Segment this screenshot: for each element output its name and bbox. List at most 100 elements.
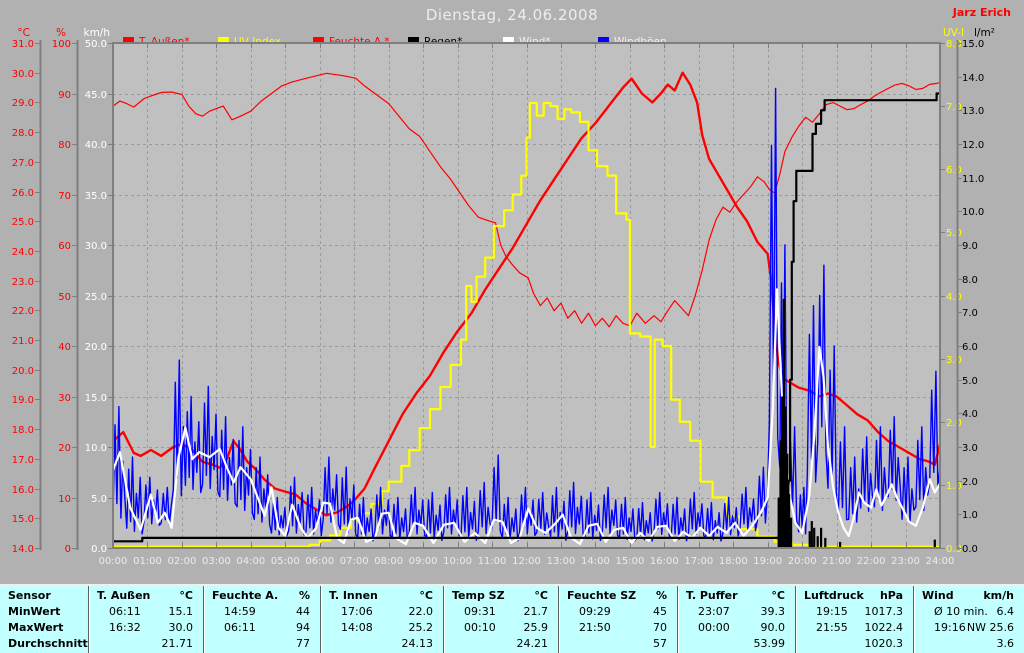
min-time: 09:31 [464, 605, 496, 618]
sensor-unit: hPa [879, 589, 903, 602]
y-tick-label: 50 [58, 292, 71, 303]
series-regen-rate-bar [810, 521, 813, 548]
min-value: 6.4 [996, 605, 1015, 618]
sensor-name: Wind [922, 589, 954, 602]
max-time: 00:00 [698, 621, 730, 634]
x-tick-label: 01:00 [133, 556, 162, 567]
sensor-unit: km/h [983, 589, 1014, 602]
avg-value: 77 [296, 637, 310, 650]
x-tick-label: 04:00 [236, 556, 265, 567]
min-time: 17:06 [341, 605, 373, 618]
y-tick-label: 45.0 [85, 90, 107, 101]
y-tick-label: 20.0 [85, 342, 107, 353]
y-tick-label: 1.0 [962, 510, 978, 521]
x-tick-label: 03:00 [202, 556, 231, 567]
table-row: Ø 10 min. 6.4 [914, 604, 1024, 620]
series-uv-index [113, 101, 940, 548]
series-windboeen [113, 87, 940, 542]
table-row: 21:50 70 [559, 620, 677, 636]
y-tick-label: 80 [58, 140, 71, 151]
axis-unit-temp: °C [17, 27, 30, 39]
table-row: 21:55 1022.4 [796, 620, 913, 636]
min-time: 14:59 [224, 605, 256, 618]
y-tick-label: 29.0 [12, 98, 34, 109]
y-tick-label: 0.0 [91, 544, 107, 555]
table-row: 57 [559, 636, 677, 652]
table-row: 00:10 25.9 [444, 620, 558, 636]
x-tick-label: 16:00 [650, 556, 679, 567]
table-row: 09:31 21.7 [444, 604, 558, 620]
sensor-unit: °C [771, 589, 785, 602]
x-tick-label: 17:00 [684, 556, 713, 567]
y-tick-label: 60 [58, 241, 71, 252]
x-tick-label: 08:00 [374, 556, 403, 567]
table-row: 16:32 30.0 [89, 620, 203, 636]
table-row: T. Innen °C [321, 588, 443, 604]
y-tick-label: 10 [58, 494, 71, 505]
y-tick-label: 19.0 [12, 395, 34, 406]
y-tick-label: 26.0 [12, 188, 34, 199]
sensor-name: Luftdruck [804, 589, 864, 602]
table-row: T. Außen °C [89, 588, 203, 604]
y-tick-label: 20.0 [12, 366, 34, 377]
y-tick-label: 8.0 [946, 39, 962, 50]
min-value: 15.1 [168, 605, 194, 618]
min-value: 45 [653, 605, 667, 618]
max-value: 25.9 [523, 621, 549, 634]
table-row: Sensor [0, 588, 88, 604]
max-time: 19:16 [934, 621, 966, 634]
table-row: 06:11 15.1 [89, 604, 203, 620]
x-tick-label: 19:00 [753, 556, 782, 567]
table-row: Luftdruck hPa [796, 588, 913, 604]
x-tick-label: 21:00 [822, 556, 851, 567]
axis-unit-kmh: km/h [83, 27, 110, 39]
min-value: 21.7 [523, 605, 549, 618]
y-tick-label: 10.0 [962, 207, 984, 218]
max-time: 16:32 [109, 621, 141, 634]
avg-value: 3.6 [996, 637, 1015, 650]
table-row: 23:07 39.3 [678, 604, 795, 620]
max-time: 00:10 [464, 621, 496, 634]
min-time: 23:07 [698, 605, 730, 618]
sensor-name: Feuchte A. [212, 589, 279, 602]
table-section-wind: Wind km/h Ø 10 min. 6.4 19:16 NW 25.6 3.6 [913, 586, 1024, 653]
table-row: 53.99 [678, 636, 795, 652]
y-tick-label: 40 [58, 342, 71, 353]
y-tick-label: 25.0 [85, 292, 107, 303]
x-tick-label: 10:00 [443, 556, 472, 567]
table-section-temp-sz: Temp SZ °C 09:31 21.7 00:10 25.9 24.21 [443, 586, 558, 653]
y-tick-label: 0 [65, 544, 71, 555]
max-time: 21:50 [579, 621, 611, 634]
x-tick-label: 18:00 [719, 556, 748, 567]
x-tick-label: 20:00 [788, 556, 817, 567]
y-tick-label: 4.0 [962, 409, 978, 420]
y-tick-label: 35.0 [85, 191, 107, 202]
series-feuchte-aussen [113, 72, 940, 328]
min-value: 22.0 [408, 605, 434, 618]
y-tick-label: 2.0 [946, 418, 962, 429]
table-row: 24.21 [444, 636, 558, 652]
table-row: Feuchte A.% [204, 588, 320, 604]
y-tick-label: 14.0 [12, 544, 34, 555]
table-row: 19:16 NW 25.6 [914, 620, 1024, 636]
y-tick-label: 5.0 [962, 376, 978, 387]
sensor-unit: °C [179, 589, 193, 602]
y-tick-label: 7.0 [962, 308, 978, 319]
y-tick-label: 2.0 [962, 477, 978, 488]
y-tick-label: 16.0 [12, 485, 34, 496]
table-section-luftdruck: Luftdruck hPa 19:15 1017.3 21:55 1022.4 1020.3 [795, 586, 913, 653]
series-regen-summe [113, 92, 940, 543]
series-regen-rate-bar [777, 497, 780, 548]
table-row: 14:08 25.2 [321, 620, 443, 636]
min-value: 39.3 [760, 605, 786, 618]
y-tick-label: 27.0 [12, 158, 34, 169]
max-time: 21:55 [816, 621, 848, 634]
series-regen-rate-bar [782, 298, 785, 548]
y-tick-label: 0.0 [962, 544, 978, 555]
avg-value: 21.71 [161, 637, 194, 650]
table-row: 3.6 [914, 636, 1024, 652]
table-row-label: Durchschnitt [8, 637, 88, 650]
x-tick-label: 05:00 [271, 556, 300, 567]
sensor-name: T. Puffer [686, 589, 738, 602]
